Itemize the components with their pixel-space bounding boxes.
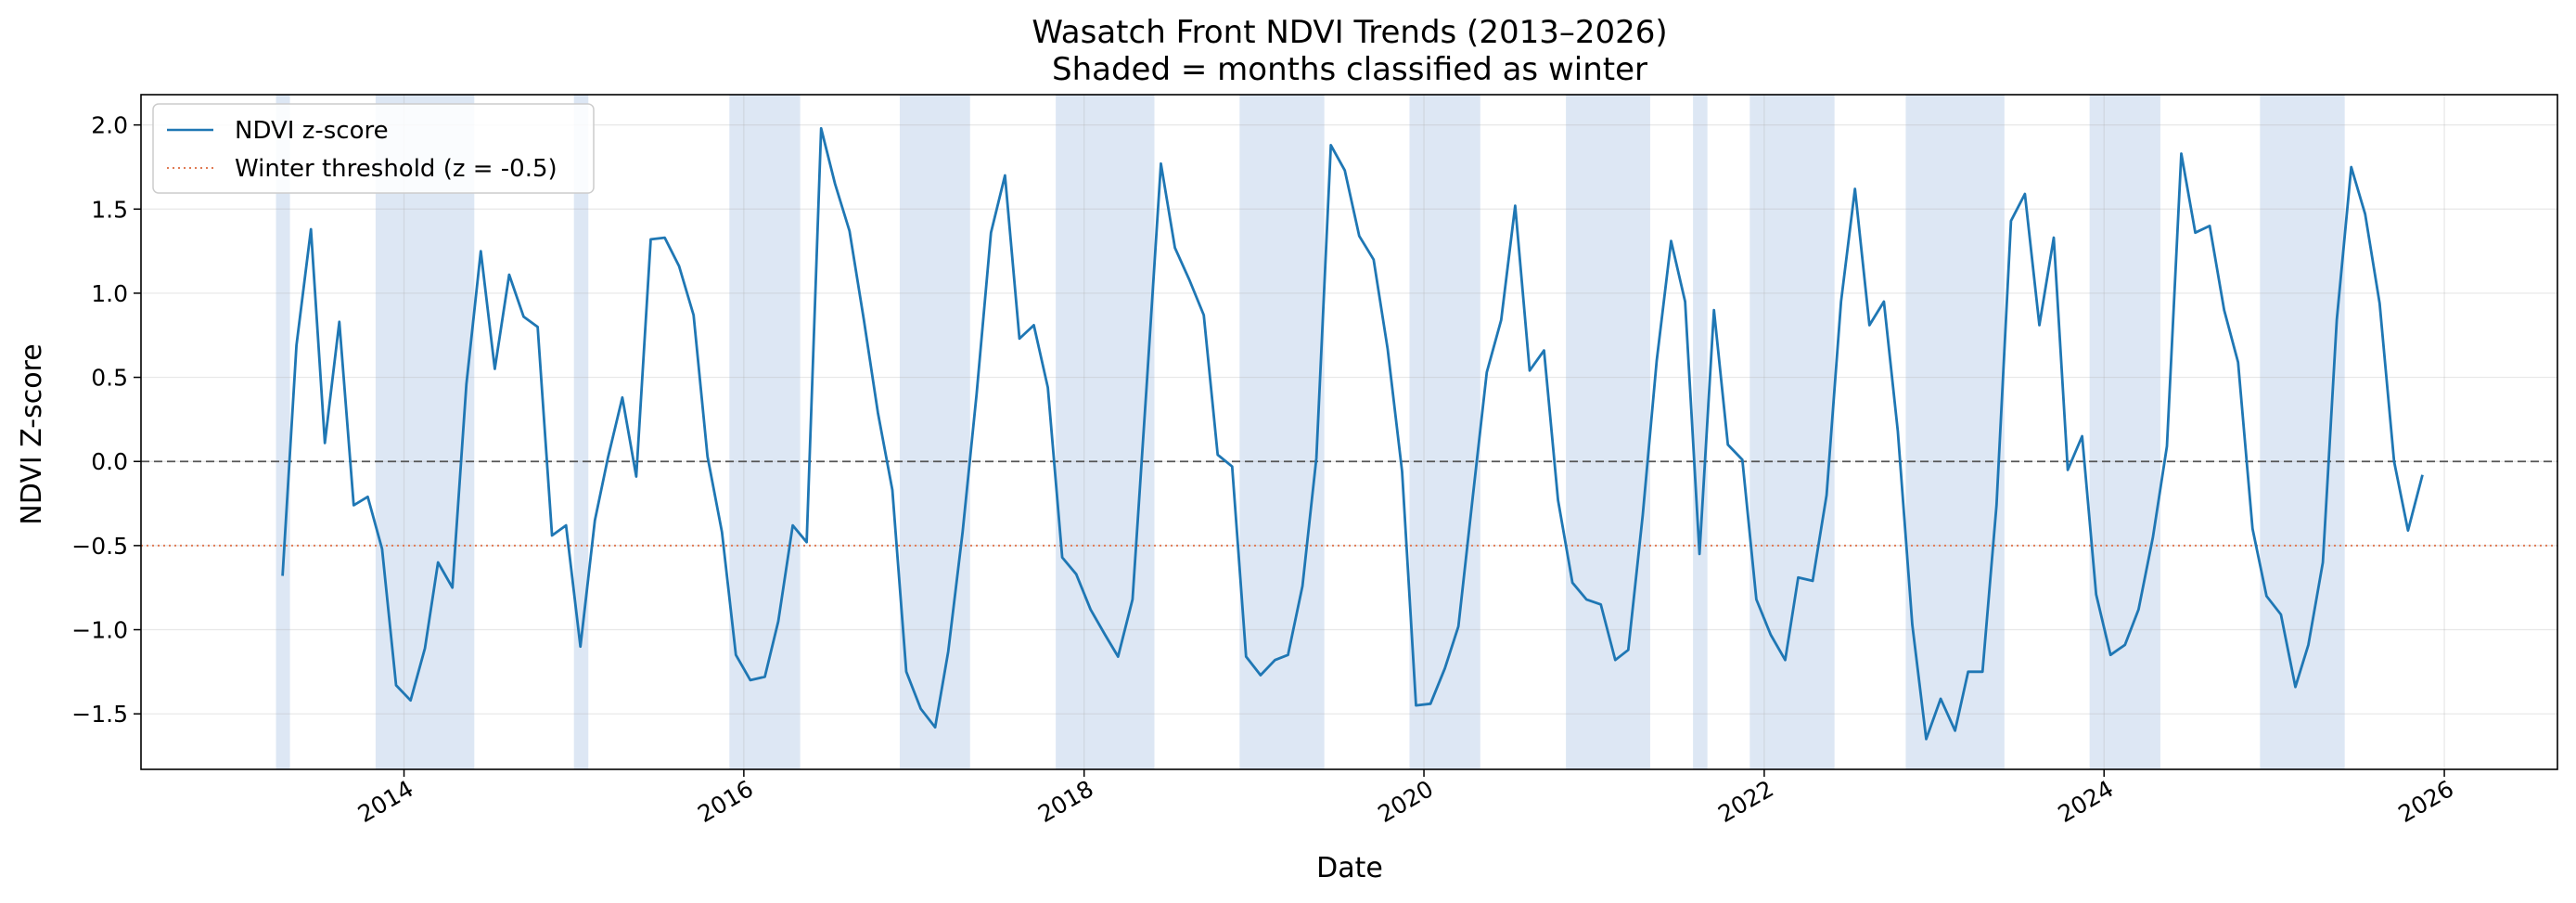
winter-period-band [375,95,475,769]
winter-period-band [276,95,290,769]
reference-lines-layer [141,460,2557,547]
y-tick-label: 0.0 [91,448,128,475]
winter-period-band [1239,95,1325,769]
y-tick-label: 1.5 [91,196,128,223]
winter-period-band [1749,95,1835,769]
winter-period-band [1409,95,1480,769]
series-layer [281,126,2424,741]
chart-title: Wasatch Front NDVI Trends (2013–2026) [1032,14,1667,51]
legend-box [152,103,595,194]
legend-series-label: NDVI z-score [235,117,389,145]
winter-period-band [1566,95,1650,769]
y-tick-label: 2.0 [91,112,128,139]
y-tick-label: −1.5 [71,701,128,728]
x-axis-label: Date [1316,852,1383,884]
winter-period-band [2089,95,2160,769]
y-tick-label: 0.5 [91,365,128,392]
y-tick-label: −1.0 [71,617,128,644]
legend: NDVI z-score Winter threshold (z = -0.5) [152,103,595,194]
y-tick-label: −0.5 [71,533,128,560]
chart-subtitle: Shaded = months classified as winter [1052,51,1647,88]
winter-period-band [1905,95,2005,769]
y-axis-label: NDVI Z-score [16,343,48,524]
winter-period-band [729,95,801,769]
winter-period-band [1693,95,1708,769]
y-tick-label: 1.0 [91,280,128,307]
legend-threshold-label: Winter threshold (z = -0.5) [235,155,557,183]
plot-frame [140,94,2558,770]
winter-period-band [899,95,970,769]
winter-period-band [573,95,589,769]
winter-period-band [1056,95,1155,769]
winter-shading-layer [276,95,2345,769]
ndvi-series-line [281,126,2424,741]
